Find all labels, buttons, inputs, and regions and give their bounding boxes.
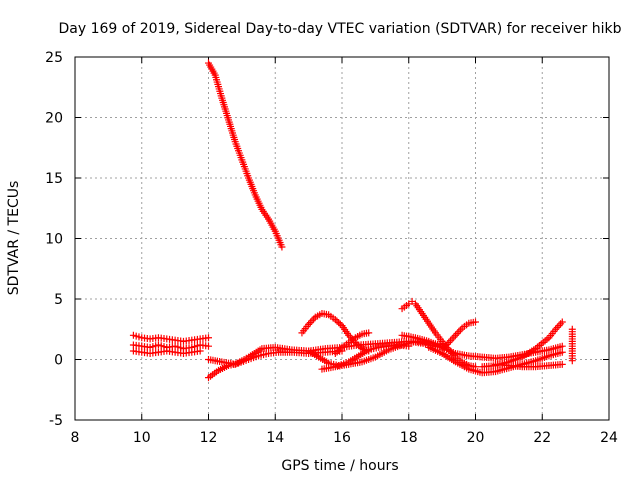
data-point-fill (333, 348, 341, 356)
points-layer (129, 59, 576, 382)
data-point-fill (336, 320, 344, 328)
data-point (196, 347, 204, 355)
x-tick-label: 14 (266, 430, 284, 446)
data-point (451, 331, 459, 339)
x-tick-label: 22 (533, 430, 551, 446)
data-point (558, 348, 566, 356)
data-point (558, 342, 566, 350)
data-point-fill (308, 317, 316, 325)
y-tick-label: 5 (54, 292, 63, 308)
data-point-fill (356, 343, 364, 351)
y-axis-title: SDTVAR / TECUs (6, 181, 22, 296)
data-point-fill (557, 320, 565, 328)
data-point-fill (336, 345, 344, 353)
x-tick-label: 18 (400, 430, 418, 446)
tick-layer: 8 10 12 14 16 18 20 22 24 -5 0 5 10 15 20 25 (45, 50, 618, 446)
data-point-fill (555, 322, 563, 330)
data-point (278, 243, 286, 251)
data-point-fill (355, 342, 363, 350)
data-point-fill (335, 346, 343, 354)
data-point-fill (333, 317, 341, 325)
data-point (331, 316, 339, 324)
data-point-fill (306, 319, 314, 327)
data-point (205, 334, 212, 342)
y-tick-label: -5 (49, 413, 63, 429)
data-point-fill (335, 319, 343, 327)
y-tick-label: 15 (45, 171, 63, 187)
chart-title: Day 169 of 2019, Sidereal Day-to-day VTE… (59, 21, 622, 37)
data-point-fill (448, 335, 456, 343)
x-tick-label: 24 (600, 430, 618, 446)
x-tick-label: 8 (71, 430, 80, 446)
data-point (365, 329, 373, 337)
data-point (472, 318, 479, 326)
x-tick-label: 20 (467, 430, 485, 446)
x-tick-label: 12 (200, 430, 218, 446)
data-point-fill (446, 337, 454, 345)
data-point (558, 318, 566, 326)
y-tick-label: 20 (45, 111, 63, 127)
x-axis-title: GPS time / hours (281, 458, 398, 474)
data-point-fill (553, 323, 561, 331)
data-point-fill (353, 340, 361, 348)
data-point-fill (455, 328, 463, 336)
data-point (568, 357, 576, 365)
x-tick-label: 16 (333, 430, 351, 446)
data-point (558, 360, 566, 368)
y-tick-label: 0 (54, 353, 63, 369)
data-point-fill (453, 329, 461, 337)
data-point-fill (456, 326, 464, 334)
y-tick-label: 10 (45, 232, 63, 248)
data-point (331, 349, 339, 357)
x-tick-label: 10 (133, 430, 151, 446)
data-point-fill (450, 333, 458, 341)
data-point (205, 342, 212, 350)
y-tick-label: 25 (45, 50, 63, 66)
